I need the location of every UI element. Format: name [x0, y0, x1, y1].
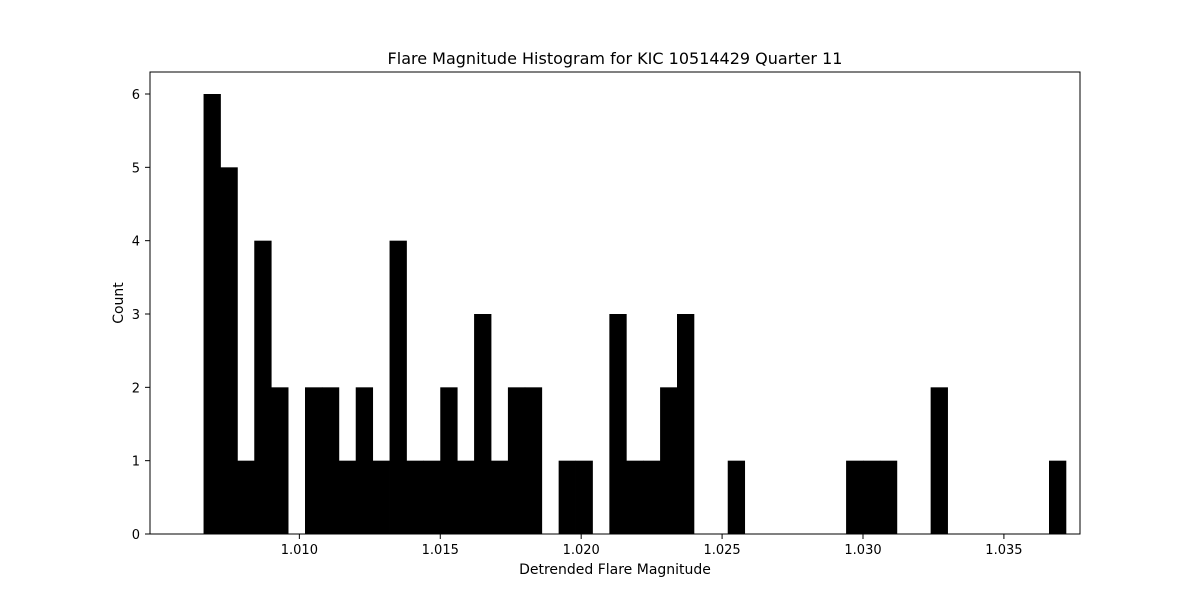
- histogram-bar: [338, 460, 357, 534]
- y-tick-label: 0: [132, 528, 140, 543]
- histogram-bar: [863, 460, 881, 534]
- y-tick-label: 4: [132, 235, 140, 250]
- x-tick-label: 1.035: [985, 543, 1022, 558]
- histogram-bar: [220, 167, 238, 534]
- histogram-bar: [524, 387, 543, 534]
- y-tick-label: 2: [132, 381, 140, 396]
- histogram-bar: [440, 387, 458, 534]
- histogram-bar: [474, 314, 492, 534]
- y-tick-label: 5: [132, 161, 140, 176]
- plot-area-frame: [149, 71, 1081, 535]
- histogram-bar: [1049, 460, 1067, 534]
- histogram-bar: [727, 460, 746, 534]
- histogram-bar: [355, 387, 374, 534]
- y-axis: 0 1 2 3 4 5 6: [132, 88, 150, 543]
- x-tick-label: 1.015: [422, 543, 459, 558]
- histogram-bar: [575, 460, 593, 534]
- histogram-bars: [203, 94, 1067, 535]
- x-tick-label: 1.025: [703, 543, 740, 558]
- chart-title: Flare Magnitude Histogram for KIC 105144…: [388, 49, 843, 68]
- histogram-bar: [846, 460, 864, 534]
- histogram-bar: [457, 460, 475, 534]
- histogram-bar: [677, 314, 695, 534]
- histogram-bar: [237, 460, 255, 534]
- histogram-bar: [271, 387, 289, 534]
- histogram-bar: [879, 460, 898, 534]
- y-tick-label: 3: [132, 308, 140, 323]
- x-axis: 1.010 1.015 1.020 1.025 1.030 1.035: [281, 534, 1023, 558]
- histogram-bar: [930, 387, 948, 534]
- histogram-bar: [406, 460, 424, 534]
- histogram-bar: [507, 387, 526, 534]
- x-tick-label: 1.030: [844, 543, 881, 558]
- histogram-bar: [321, 387, 340, 534]
- histogram-bar: [558, 460, 576, 534]
- x-tick-label: 1.020: [563, 543, 600, 558]
- histogram-bar: [305, 387, 323, 534]
- histogram-bar: [626, 460, 644, 534]
- y-tick-label: 6: [132, 88, 140, 103]
- histogram-bar: [491, 460, 509, 534]
- histogram-bar: [643, 460, 661, 534]
- histogram-bar: [254, 240, 272, 535]
- histogram-bar: [423, 460, 441, 534]
- y-axis-title: Count: [111, 282, 127, 324]
- histogram-bar: [389, 240, 407, 535]
- y-tick-label: 1: [132, 455, 140, 470]
- x-tick-label: 1.010: [281, 543, 318, 558]
- x-axis-title: Detrended Flare Magnitude: [519, 562, 711, 578]
- histogram-bar: [203, 94, 221, 534]
- histogram-bar: [609, 314, 627, 534]
- histogram-bar: [372, 460, 390, 534]
- histogram-bar: [660, 387, 678, 534]
